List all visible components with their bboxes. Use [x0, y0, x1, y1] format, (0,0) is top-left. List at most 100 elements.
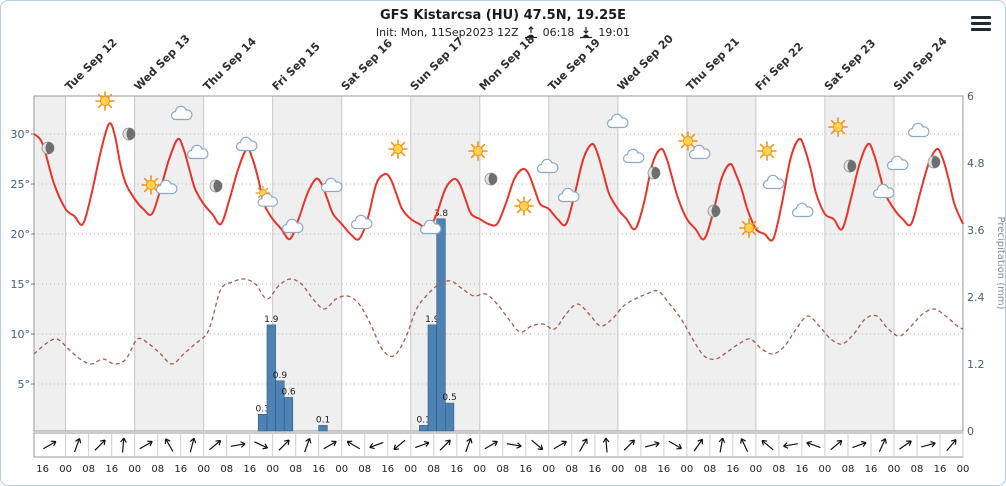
cloud-icon	[186, 144, 209, 160]
wind-arrow	[553, 440, 567, 450]
wind-arrow	[878, 438, 887, 453]
cloud-icon	[557, 187, 580, 203]
precip-value-label: 0.5	[442, 393, 456, 403]
cloud-icon	[155, 179, 178, 195]
precip-tick-label: 3.6	[967, 224, 985, 237]
wind-arrow	[369, 441, 384, 450]
time-label: 16	[36, 464, 49, 475]
cloud-icon	[872, 183, 895, 199]
precip-bar	[266, 324, 276, 432]
sun-icon	[141, 175, 161, 195]
day-label: Sat Sep 23	[822, 37, 878, 93]
time-label: 08	[82, 464, 95, 475]
time-label: 00	[266, 464, 279, 475]
precip-value-label: 0.3	[256, 404, 270, 414]
time-label: 00	[888, 464, 901, 475]
time-label: 00	[542, 464, 555, 475]
time-label: 16	[243, 464, 256, 475]
time-label: 16	[658, 464, 671, 475]
cloud-icon	[622, 148, 645, 164]
wind-arrow	[783, 442, 798, 449]
wind-arrow	[323, 440, 337, 450]
day-label: Thu Sep 21	[684, 35, 742, 93]
wind-arrow	[465, 437, 473, 453]
precip-bar	[257, 413, 268, 432]
day-label: Mon Sep 18	[477, 33, 538, 94]
time-label: 08	[496, 464, 509, 475]
time-label: 08	[565, 464, 578, 475]
temperature-line	[33, 122, 964, 242]
temp-tick-label: 30°	[11, 128, 31, 141]
time-label: 08	[289, 464, 302, 475]
wind-arrow	[602, 437, 610, 453]
time-label: 00	[473, 464, 486, 475]
day-label: Wed Sep 13	[132, 32, 193, 93]
time-label: 16	[174, 464, 187, 475]
cloud-icon	[886, 155, 909, 171]
time-label: 08	[220, 464, 233, 475]
wind-arrow	[278, 439, 290, 451]
wind-arrow	[484, 440, 498, 450]
wind-arrow	[73, 437, 82, 453]
time-label: 00	[197, 464, 210, 475]
day-label: Tue Sep 19	[546, 36, 603, 93]
wind-arrow	[579, 438, 588, 452]
precip-tick-label: 4.8	[967, 157, 985, 170]
wind-arrow	[852, 440, 867, 449]
time-label: 00	[59, 464, 72, 475]
cloud-icon	[419, 219, 442, 235]
time-label: 00	[957, 464, 970, 475]
time-label: 16	[312, 464, 325, 475]
time-label: 16	[934, 464, 947, 475]
time-label: 16	[450, 464, 463, 475]
precip-value-label: 0.6	[281, 388, 296, 398]
hamburger-menu-icon[interactable]	[971, 16, 991, 31]
wind-arrow	[531, 439, 544, 451]
wind-arrow	[94, 439, 106, 451]
time-label: 08	[635, 464, 648, 475]
sun-cloud-icon	[255, 185, 278, 207]
precip-bar	[436, 218, 446, 432]
day-label: Tue Sep 12	[63, 36, 120, 93]
wind-arrow	[623, 439, 635, 451]
time-label: 16	[381, 464, 394, 475]
wind-arrow	[230, 441, 246, 448]
wind-arrow	[304, 437, 312, 453]
wind-arrow	[946, 439, 957, 452]
moon-icon	[707, 204, 721, 218]
moon-icon	[927, 155, 941, 169]
day-band	[824, 96, 894, 431]
wind-arrow	[346, 440, 361, 450]
cloud-icon	[235, 136, 258, 152]
moon-icon	[484, 172, 498, 186]
time-label: 08	[427, 464, 440, 475]
day-label: Thu Sep 14	[201, 35, 260, 94]
wind-arrow	[439, 439, 451, 451]
precip-value-label: 0.1	[316, 415, 330, 425]
cloud-icon	[281, 218, 304, 234]
day-label: Fri Sep 22	[753, 40, 806, 93]
sun-icon	[757, 141, 777, 161]
sun-icon	[828, 117, 848, 137]
time-label: 08	[704, 464, 717, 475]
time-label: 00	[335, 464, 348, 475]
sun-icon	[468, 141, 488, 161]
precip-value-label: 0.9	[273, 371, 288, 381]
time-label: 08	[773, 464, 786, 475]
precip-bar	[444, 402, 455, 432]
moon-icon	[843, 159, 857, 173]
time-label: 16	[105, 464, 118, 475]
wind-arrow	[921, 441, 936, 448]
plot-border	[33, 95, 964, 432]
precip-bar	[283, 397, 294, 432]
sun-icon	[388, 139, 408, 159]
precip-bar	[419, 425, 429, 432]
wind-arrow	[830, 439, 843, 451]
precip-axis-title: Precipitation (mm)	[995, 217, 1006, 310]
wind-arrow	[393, 439, 406, 451]
precip-tick-label: 6	[967, 90, 974, 103]
wind-band	[33, 432, 964, 458]
time-label: 08	[911, 464, 924, 475]
wind-arrow	[693, 438, 704, 452]
